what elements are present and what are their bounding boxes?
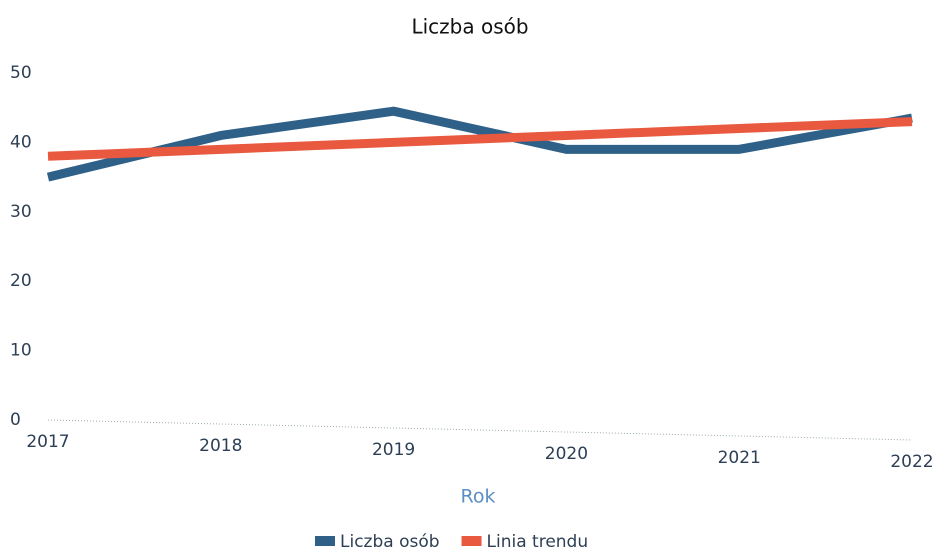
- y-tick-label: 0: [10, 410, 21, 430]
- y-tick-label: 30: [10, 202, 32, 222]
- x-tick-label: 2020: [545, 444, 588, 464]
- x-tick-label: 2021: [718, 448, 761, 468]
- x-axis-label: Rok: [461, 486, 496, 508]
- legend-swatch: [461, 536, 482, 546]
- x-tick-label: 2019: [372, 440, 415, 460]
- data-line: [47, 117, 913, 161]
- x-tick-label: 2018: [199, 436, 242, 456]
- data-line: [46, 106, 913, 182]
- legend-swatch: [315, 536, 335, 546]
- legend-label: Liczba osób: [340, 532, 440, 552]
- x-tick-label: 2022: [890, 452, 933, 472]
- y-tick-label: 10: [10, 341, 32, 361]
- legend-label: Linia trendu: [487, 532, 589, 552]
- y-tick-label: 20: [10, 271, 32, 291]
- x-tick-label: 2017: [26, 432, 69, 452]
- y-tick-label: 50: [10, 63, 32, 83]
- chart-title: Liczba osób: [411, 15, 528, 39]
- y-tick-label: 40: [10, 132, 32, 152]
- x-axis-line: [47, 419, 913, 441]
